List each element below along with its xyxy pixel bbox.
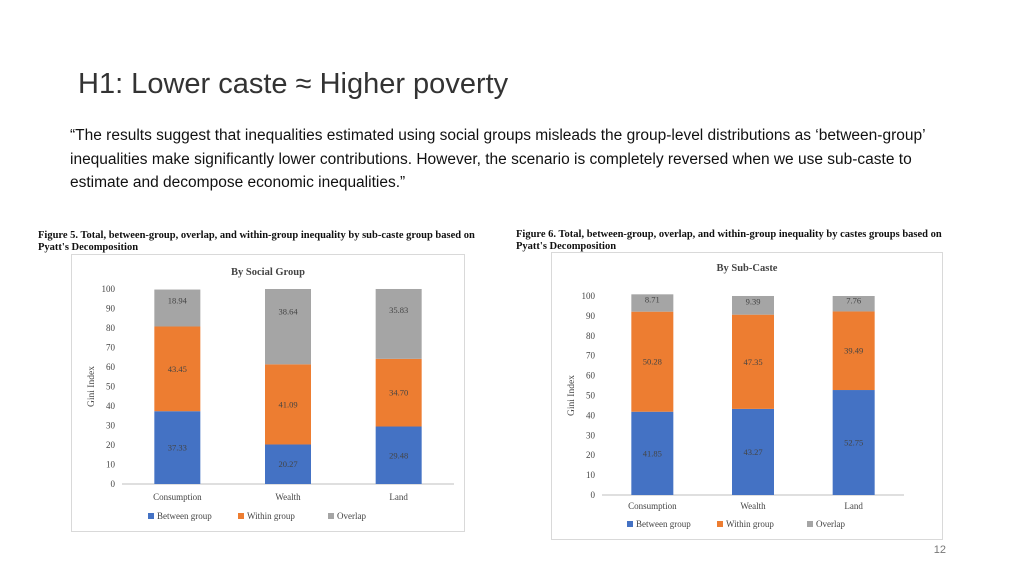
legend-swatch — [238, 513, 244, 519]
y-tick-label: 50 — [586, 391, 596, 401]
bar-within-group — [375, 358, 422, 427]
legend-swatch — [717, 521, 723, 527]
y-tick-label: 100 — [102, 284, 116, 294]
figure-5-caption: Figure 5. Total, between-group, overlap,… — [38, 230, 475, 253]
data-label: 39.49 — [844, 346, 863, 356]
y-axis-label: Gini Index — [567, 375, 577, 416]
chart-svg-social-group: By Social Group 0 10 20 30 40 50 60 70 80 90 100 Gin… — [87, 267, 454, 521]
category-label: Wealth — [275, 492, 301, 502]
legend-swatch — [328, 513, 334, 519]
data-label: 50.28 — [643, 357, 662, 367]
bar-overlap — [265, 289, 311, 365]
quote-text: “The results suggest that inequalities e… — [70, 127, 925, 191]
bar-within-group — [732, 314, 774, 409]
y-tick-label: 0 — [591, 490, 596, 500]
bar-overlap — [154, 289, 201, 327]
page-number: 12 — [933, 544, 946, 556]
category-label: Land — [844, 501, 863, 511]
chart-svg-sub-caste: By Sub-Caste 0 10 20 30 40 50 60 70 80 90 100 Gini I… — [567, 263, 904, 529]
bar-between-group — [154, 411, 201, 484]
legend-label: Overlap — [337, 511, 366, 521]
bar-between-group — [832, 390, 875, 495]
y-tick-label: 20 — [586, 450, 596, 460]
y-tick-label: 40 — [106, 401, 116, 411]
data-label: 35.83 — [389, 305, 408, 315]
legend-swatch — [148, 513, 154, 519]
bar-overlap — [375, 288, 422, 359]
data-label: 29.48 — [389, 450, 408, 460]
bar-between-group — [631, 411, 674, 495]
category-label: Consumption — [628, 501, 677, 511]
y-tick-label: 90 — [586, 311, 596, 321]
data-label: 7.76 — [846, 296, 861, 306]
bar-between-group — [265, 444, 311, 484]
legend-label: Within group — [247, 511, 295, 521]
y-tick-label: 30 — [586, 430, 596, 440]
chart-by-social-group: By Social Group 0 10 20 30 40 50 60 70 80 90 100 Gin… — [71, 254, 465, 532]
y-tick-label: 10 — [586, 470, 596, 480]
chart-title: By Sub-Caste — [717, 263, 778, 274]
legend-swatch — [807, 521, 813, 527]
chart-title: By Social Group — [231, 267, 305, 278]
y-tick-label: 20 — [106, 440, 116, 450]
category-label: Wealth — [740, 501, 766, 511]
bar-within-group — [265, 364, 311, 445]
bar-between-group — [732, 408, 774, 495]
y-tick-label: 70 — [106, 343, 116, 353]
legend-swatch — [627, 521, 633, 527]
data-label: 8.71 — [645, 295, 660, 305]
legend-label: Between group — [157, 511, 212, 521]
data-label: 9.39 — [746, 297, 761, 307]
y-tick-label: 30 — [106, 421, 116, 431]
data-label: 43.27 — [743, 447, 762, 457]
chart-by-sub-caste: By Sub-Caste 0 10 20 30 40 50 60 70 80 90 100 Gini I… — [551, 252, 943, 540]
y-tick-label: 40 — [586, 410, 596, 420]
data-label: 52.75 — [844, 438, 863, 448]
legend-label: Between group — [636, 519, 691, 529]
y-tick-label: 80 — [586, 331, 596, 341]
y-tick-label: 100 — [582, 291, 596, 301]
y-tick-label: 90 — [106, 304, 116, 314]
bar-overlap — [732, 295, 774, 315]
category-label: Consumption — [153, 492, 202, 502]
y-tick-label: 70 — [586, 351, 596, 361]
data-label: 20.27 — [278, 459, 297, 469]
y-tick-label: 60 — [106, 362, 116, 372]
legend-label: Within group — [726, 519, 774, 529]
bar-within-group — [631, 311, 674, 412]
data-label: 43.45 — [168, 364, 187, 374]
bar-within-group — [154, 326, 201, 412]
data-label: 38.64 — [278, 307, 298, 317]
y-tick-label: 10 — [106, 460, 116, 470]
data-label: 34.70 — [389, 388, 408, 398]
bar-overlap — [631, 294, 674, 312]
y-tick-label: 80 — [106, 323, 116, 333]
data-label: 47.35 — [743, 357, 762, 367]
y-tick-label: 60 — [586, 371, 596, 381]
data-label: 41.09 — [278, 399, 297, 409]
y-tick-label: 50 — [106, 382, 116, 392]
data-label: 41.85 — [643, 448, 662, 458]
y-axis-label: Gini Index — [87, 366, 97, 407]
figure-6-caption: Figure 6. Total, between-group, overlap,… — [516, 229, 942, 252]
data-label: 37.33 — [168, 443, 187, 453]
legend-label: Overlap — [816, 519, 845, 529]
bar-overlap — [832, 296, 875, 312]
y-tick-label: 0 — [111, 479, 116, 489]
slide-title: H1: Lower caste ≈ Higher poverty — [78, 68, 509, 100]
category-label: Land — [389, 492, 408, 502]
bar-between-group — [375, 426, 422, 484]
data-label: 18.94 — [168, 296, 188, 306]
bar-within-group — [832, 311, 875, 391]
